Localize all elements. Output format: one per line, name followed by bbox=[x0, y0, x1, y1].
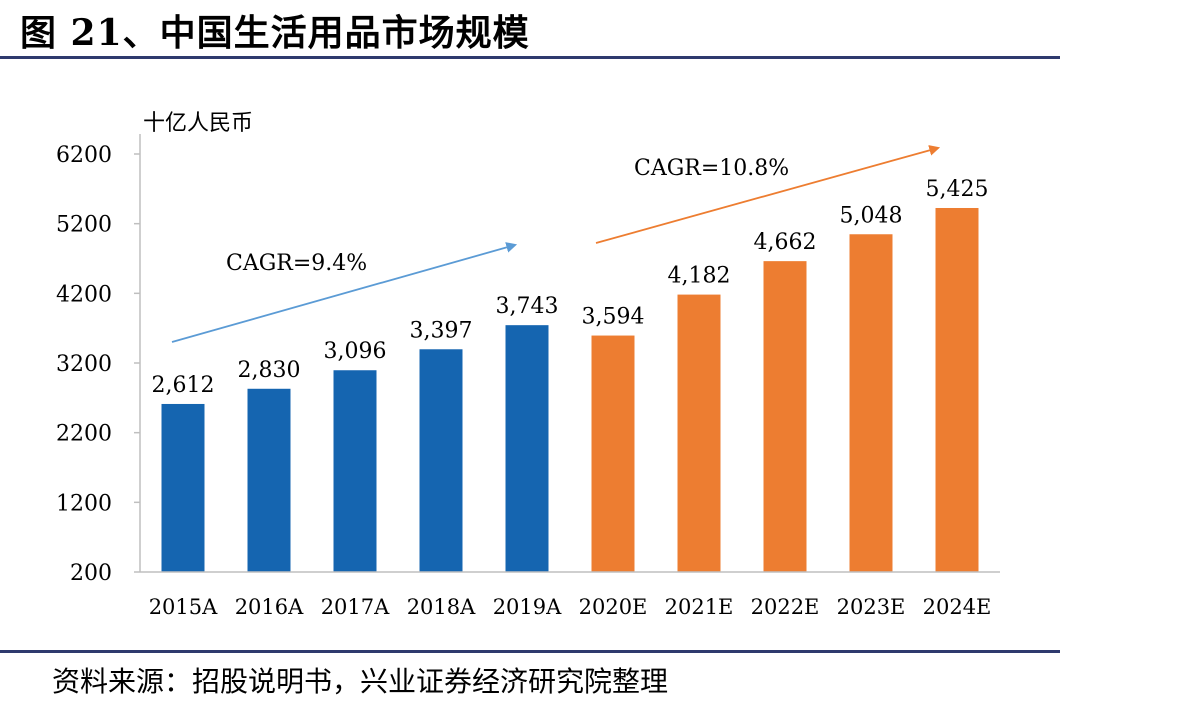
bar-2023E bbox=[849, 234, 893, 573]
cagr-arrow-blue bbox=[171, 242, 518, 343]
bar-2015A bbox=[161, 403, 205, 572]
data-label-2016A: 2,830 bbox=[238, 358, 301, 383]
annotations: CAGR=9.4% CAGR=10.8% bbox=[171, 145, 941, 343]
y-tick-label: 5200 bbox=[56, 213, 112, 238]
x-tick-label: 2020E bbox=[579, 595, 648, 619]
y-tick-label: 3200 bbox=[56, 352, 112, 377]
data-label-2022E: 4,662 bbox=[754, 230, 817, 255]
bar-2020E bbox=[591, 335, 635, 572]
footer-divider bbox=[0, 650, 1060, 653]
y-tick-label: 200 bbox=[70, 561, 112, 586]
y-tick-label: 4200 bbox=[56, 282, 112, 307]
data-label-2017A: 3,096 bbox=[324, 339, 387, 364]
x-tick-label: 2019A bbox=[493, 595, 562, 619]
data-label-2018A: 3,397 bbox=[410, 318, 473, 343]
bars: 2,612 2,830 3,096 3,397 3,743 3,594 4,182 4,662… bbox=[152, 177, 989, 573]
x-tick-label: 2023E bbox=[837, 595, 906, 619]
bar-2021E bbox=[677, 294, 721, 572]
x-tick-label: 2015A bbox=[149, 595, 218, 619]
source-note: 资料来源：招股说明书，兴业证券经济研究院整理 bbox=[52, 665, 669, 698]
bar-2018A bbox=[419, 349, 463, 572]
data-label-2021E: 4,182 bbox=[668, 264, 731, 289]
title-divider bbox=[0, 56, 1060, 59]
bar-2017A bbox=[333, 370, 377, 572]
unit-label: 十亿人民币 bbox=[143, 111, 253, 136]
data-label-2020E: 3,594 bbox=[582, 305, 645, 330]
x-tick-label: 2018A bbox=[407, 595, 476, 619]
bar-2019A bbox=[505, 325, 549, 572]
y-tick-label: 1200 bbox=[56, 491, 112, 516]
figure-title: 图 21、中国生活用品市场规模 bbox=[20, 12, 530, 54]
cagr-label-forecast: CAGR=10.8% bbox=[634, 156, 789, 181]
data-label-2019A: 3,743 bbox=[496, 294, 559, 319]
x-axis: 2015A 2016A 2017A 2018A 2019A 2020E 2021E 2022E… bbox=[140, 571, 1000, 619]
y-tick-label: 6200 bbox=[56, 143, 112, 168]
x-tick-label: 2021E bbox=[665, 595, 734, 619]
y-tick-label: 2200 bbox=[56, 422, 112, 447]
data-label-2015A: 2,612 bbox=[152, 373, 215, 398]
cagr-label-historic: CAGR=9.4% bbox=[226, 251, 367, 276]
cagr-arrow-orange bbox=[595, 145, 941, 244]
x-tick-label: 2022E bbox=[751, 595, 820, 619]
x-tick-label: 2024E bbox=[923, 595, 992, 619]
bar-2024E bbox=[935, 207, 979, 572]
x-tick-label: 2017A bbox=[321, 595, 390, 619]
bar-2022E bbox=[763, 261, 807, 572]
x-tick-label: 2016A bbox=[235, 595, 304, 619]
bar-2016A bbox=[247, 388, 291, 572]
data-label-2024E: 5,425 bbox=[926, 177, 989, 202]
y-axis: 200 1200 2200 3200 4200 5200 6200 bbox=[56, 134, 141, 586]
data-label-2023E: 5,048 bbox=[840, 203, 903, 228]
